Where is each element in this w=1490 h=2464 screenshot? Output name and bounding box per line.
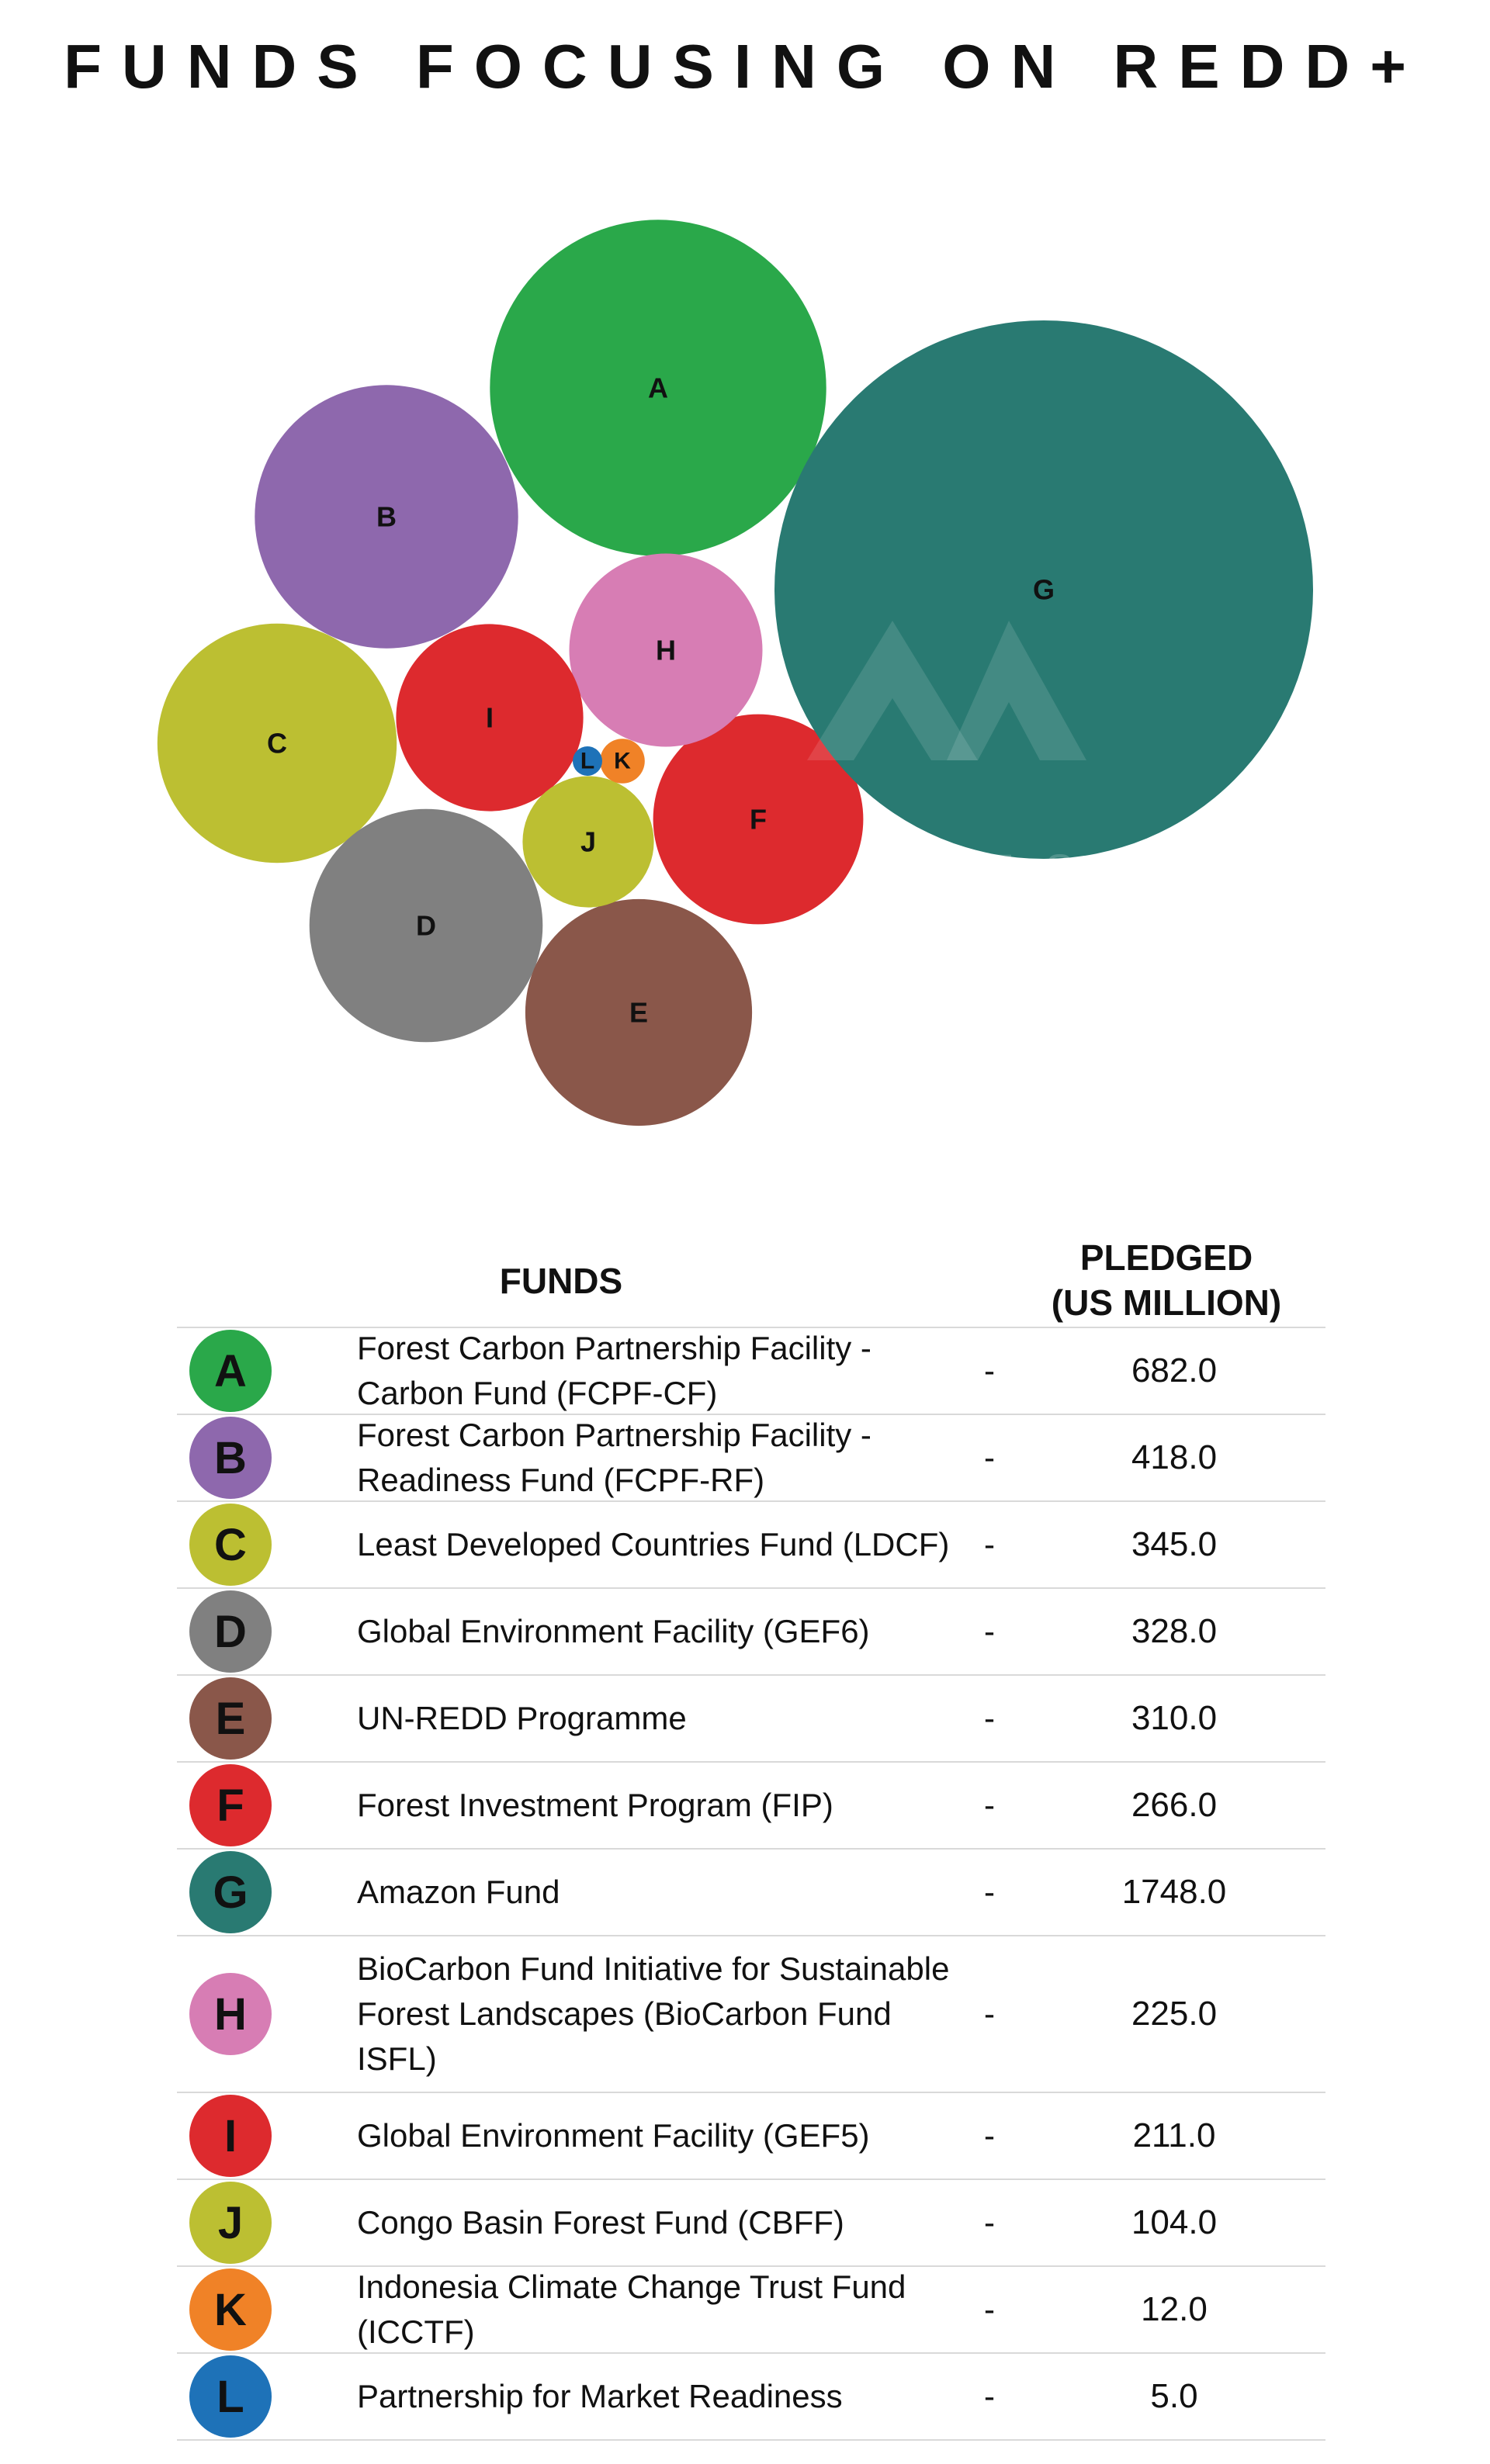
header-pledged: PLEDGED (US MILLION) (1007, 1235, 1325, 1325)
bubble-label-k: K (614, 749, 631, 774)
fund-badge-c: C (189, 1504, 272, 1586)
fund-name: Amazon Fund (357, 1874, 560, 1910)
fund-badge-j: J (189, 2182, 272, 2264)
table-row: I Global Environment Facility (GEF5) - 211.… (177, 2093, 1325, 2180)
watermark-logo: IVES (807, 621, 1105, 894)
bubble-j (522, 776, 654, 908)
fund-badge-d: D (189, 1590, 272, 1673)
fund-name: Least Developed Countries Fund (LDCF) (357, 1526, 950, 1562)
bubble-label-b: B (376, 501, 397, 533)
bubble-a (490, 220, 826, 556)
header-pledged-line2: (US MILLION) (1051, 1282, 1282, 1323)
row-separator: - (984, 2291, 995, 2327)
bubble-label-h: H (656, 635, 676, 666)
fund-name: Global Environment Facility (GEF6) (357, 1613, 870, 1649)
svg-text:IVES: IVES (882, 845, 1105, 894)
table-row: H BioCarbon Fund Initiative for Sustainab… (177, 1936, 1325, 2093)
pledged-value: 310.0 (1131, 1699, 1218, 1737)
pledged-value: 328.0 (1131, 1612, 1218, 1650)
fund-badge-g: G (189, 1851, 272, 1933)
table-row: F Forest Investment Program (FIP) - 266.0 (177, 1763, 1325, 1850)
bubble-e (525, 898, 753, 1126)
bubble-k (600, 739, 645, 784)
bubble-label-f: F (750, 804, 767, 836)
header-pledged-line1: PLEDGED (1079, 1237, 1253, 1278)
table-row: A Forest Carbon Partnership Facility - Ca… (177, 1328, 1325, 1415)
pledged-value: 345.0 (1131, 1525, 1218, 1563)
table-row: L Partnership for Market Readiness - 5.0 (177, 2354, 1325, 2441)
funds-table: FUNDS PLEDGED (US MILLION) A Forest Carbo… (177, 1226, 1325, 2441)
row-separator: - (984, 1439, 995, 1476)
row-separator: - (984, 1700, 995, 1736)
table-row: D Global Environment Facility (GEF6) - 328.… (177, 1589, 1325, 1676)
row-separator: - (984, 2378, 995, 2414)
bubble-i (396, 624, 584, 812)
bubble-label-i: I (486, 702, 494, 734)
bubble-b (255, 385, 518, 649)
pledged-value: 225.0 (1131, 1995, 1218, 2033)
fund-name: UN-REDD Programme (357, 1700, 687, 1736)
fund-name: Indonesia Climate Change Trust Fund (ICC… (357, 2268, 906, 2350)
chart-title: FUNDS FOCUSING ON REDD+ (64, 32, 1426, 101)
fund-name: Partnership for Market Readiness (357, 2378, 843, 2414)
bubble-c (157, 623, 397, 863)
row-separator: - (984, 2117, 995, 2154)
fund-name: Congo Basin Forest Fund (CBFF) (357, 2204, 844, 2241)
table-row: C Least Developed Countries Fund (LDCF) - 3… (177, 1502, 1325, 1589)
fund-name: Forest Investment Program (FIP) (357, 1787, 833, 1823)
pledged-value: 682.0 (1131, 1351, 1218, 1389)
row-separator: - (984, 1352, 995, 1389)
bubble-chart: A B C D E F G H I J KL IVES (157, 220, 1313, 1126)
pledged-value: 12.0 (1141, 2290, 1208, 2328)
row-separator: - (984, 1526, 995, 1562)
row-separator: - (984, 1613, 995, 1649)
bubble-label-g: G (1033, 574, 1055, 606)
fund-badge-b: B (189, 1417, 272, 1499)
fund-name: Forest Carbon Partnership Facility - Rea… (357, 1417, 871, 1498)
row-separator: - (984, 1874, 995, 1910)
table-body: A Forest Carbon Partnership Facility - Ca… (177, 1328, 1325, 2441)
pledged-value: 418.0 (1131, 1438, 1218, 1476)
row-separator: - (984, 1787, 995, 1823)
pledged-value: 1748.0 (1121, 1873, 1227, 1911)
fund-name: BioCarbon Fund Initiative for Sustainabl… (357, 1950, 950, 2077)
table-row: J Congo Basin Forest Fund (CBFF) - 104.0 (177, 2180, 1325, 2267)
bubble-label-e: E (629, 997, 648, 1029)
table-row: E UN-REDD Programme - 310.0 (177, 1676, 1325, 1763)
table-row: G Amazon Fund - 1748.0 (177, 1850, 1325, 1936)
row-separator: - (984, 1995, 995, 2032)
fund-badge-i: I (189, 2095, 272, 2177)
header-funds: FUNDS (499, 1261, 623, 1301)
fund-badge-h: H (189, 1973, 272, 2055)
bubble-label-l: L (580, 749, 594, 774)
fund-name: Global Environment Facility (GEF5) (357, 2117, 870, 2154)
fund-badge-l: L (189, 2355, 272, 2438)
bubble-h (569, 553, 763, 747)
bubble-f (653, 714, 864, 925)
pledged-value: 266.0 (1131, 1786, 1218, 1824)
fund-badge-k: K (189, 2268, 272, 2351)
pledged-value: 5.0 (1150, 2377, 1198, 2415)
fund-badge-a: A (189, 1330, 272, 1412)
bubble-label-j: J (580, 826, 596, 858)
bubble-g (774, 320, 1313, 859)
table-header: FUNDS PLEDGED (US MILLION) (177, 1226, 1325, 1328)
fund-badge-e: E (189, 1677, 272, 1760)
bubble-d (309, 808, 543, 1043)
row-separator: - (984, 2204, 995, 2241)
bubble-label-c: C (267, 728, 287, 760)
table-row: K Indonesia Climate Change Trust Fund (IC… (177, 2267, 1325, 2354)
table-row: B Forest Carbon Partnership Facility - Re… (177, 1415, 1325, 1502)
bubble-l (573, 746, 602, 776)
bubble-label-a: A (648, 372, 668, 404)
bubble-label-d: D (416, 910, 436, 942)
fund-badge-f: F (189, 1764, 272, 1846)
fund-name: Forest Carbon Partnership Facility - Car… (357, 1330, 871, 1411)
pledged-value: 104.0 (1131, 2203, 1218, 2241)
pledged-value: 211.0 (1132, 2116, 1216, 2154)
